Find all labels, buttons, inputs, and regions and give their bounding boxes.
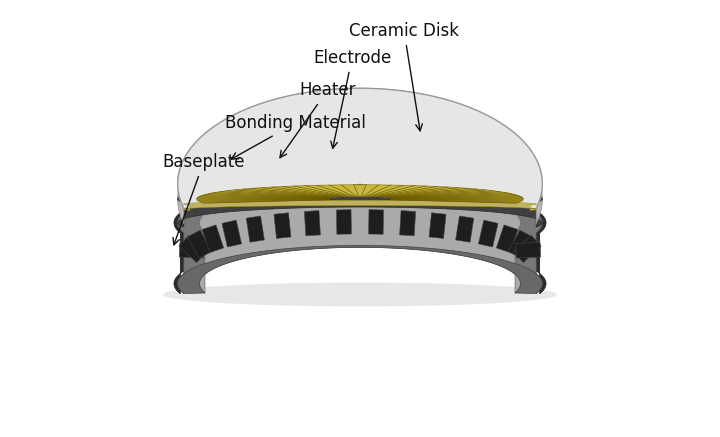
Text: Electrode: Electrode (313, 49, 391, 148)
Polygon shape (178, 246, 542, 294)
Polygon shape (174, 184, 546, 294)
Polygon shape (178, 183, 542, 203)
Polygon shape (183, 200, 537, 211)
Polygon shape (179, 243, 204, 258)
Polygon shape (478, 220, 498, 247)
Polygon shape (369, 210, 384, 234)
Text: Ceramic Disk: Ceramic Disk (349, 22, 459, 131)
Polygon shape (456, 216, 474, 242)
Polygon shape (400, 211, 415, 236)
Polygon shape (179, 236, 207, 263)
Polygon shape (305, 211, 320, 236)
Ellipse shape (163, 283, 557, 306)
Polygon shape (429, 213, 446, 239)
Polygon shape (222, 220, 242, 247)
Polygon shape (274, 213, 291, 239)
Polygon shape (178, 184, 542, 233)
Polygon shape (197, 185, 523, 203)
Text: Baseplate: Baseplate (163, 153, 245, 245)
Polygon shape (178, 88, 542, 224)
Polygon shape (202, 225, 224, 253)
Polygon shape (508, 230, 533, 258)
Polygon shape (187, 230, 212, 258)
Polygon shape (513, 236, 541, 263)
Polygon shape (516, 243, 541, 258)
Text: Bonding Material: Bonding Material (225, 114, 366, 159)
Polygon shape (199, 187, 521, 293)
Text: Heater: Heater (280, 81, 356, 158)
Polygon shape (496, 225, 518, 253)
Polygon shape (178, 183, 542, 227)
Polygon shape (178, 88, 542, 208)
Polygon shape (336, 210, 351, 234)
Polygon shape (246, 216, 264, 242)
Polygon shape (178, 184, 542, 294)
